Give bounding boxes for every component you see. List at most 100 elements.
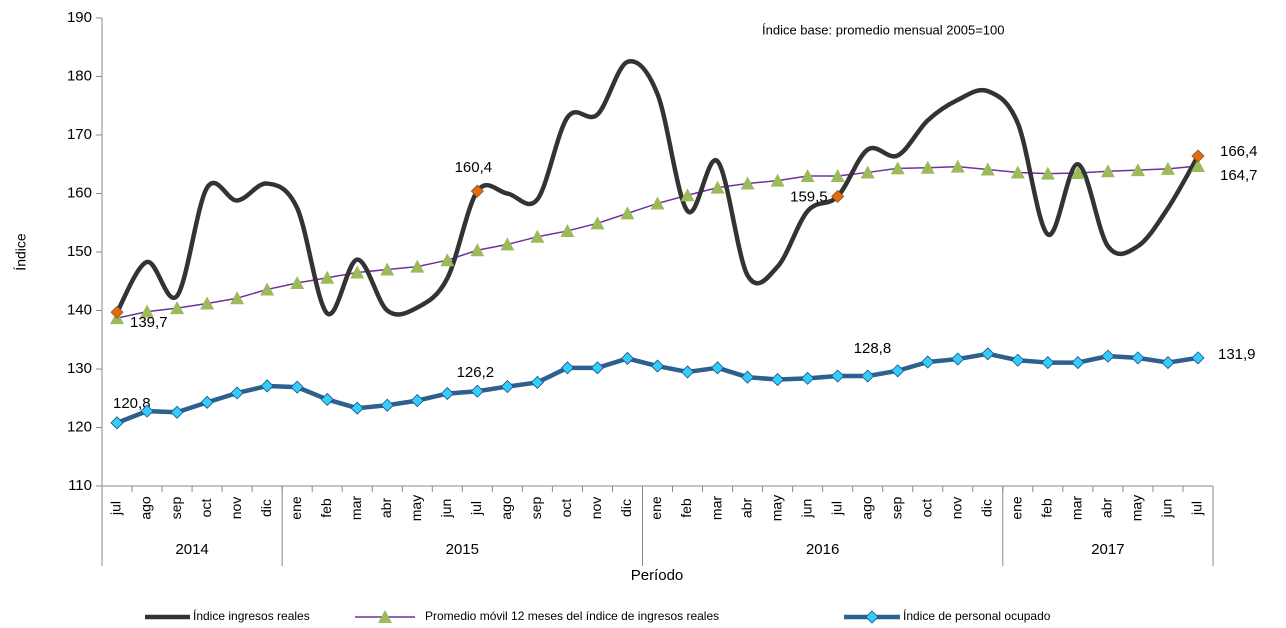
triangle-marker xyxy=(710,180,725,194)
triangle-marker xyxy=(440,253,455,267)
x-tick-label: mar xyxy=(708,496,724,520)
y-tick-label: 150 xyxy=(67,243,92,260)
triangle-marker xyxy=(380,262,395,276)
diamond-marker xyxy=(1011,353,1025,367)
diamond-marker xyxy=(590,361,605,375)
diamond-marker xyxy=(530,375,544,390)
diamond-marker xyxy=(921,355,935,369)
x-tick-label: ago xyxy=(858,496,874,520)
x-tick-label: jun xyxy=(1159,499,1175,519)
annotation: Índice base: promedio mensual 2005=100 xyxy=(762,22,1004,37)
x-tick-label: feb xyxy=(1039,498,1055,518)
diamond-marker xyxy=(891,364,905,378)
data-label: 164,7 xyxy=(1220,167,1258,184)
triangle-marker xyxy=(500,237,515,251)
x-tick-label: ene xyxy=(1009,496,1025,520)
y-tick-label: 110 xyxy=(68,477,92,494)
x-tick-label: nov xyxy=(588,497,604,520)
x-tick-label: oct xyxy=(198,499,214,518)
triangle-marker xyxy=(350,265,365,279)
triangle-marker xyxy=(770,173,785,187)
triangle-marker xyxy=(470,243,485,257)
year-label: 2016 xyxy=(806,541,839,558)
x-tick-label: ago xyxy=(498,496,514,520)
x-tick-label: jun xyxy=(438,499,454,519)
diamond-marker xyxy=(110,416,124,430)
diamond-marker xyxy=(831,189,845,203)
x-axis-label: Período xyxy=(631,567,684,584)
triangle-marker xyxy=(950,159,965,173)
diamond-marker xyxy=(410,394,424,408)
diamond-marker xyxy=(771,372,785,387)
diamond-marker xyxy=(1041,355,1055,370)
diamond-marker xyxy=(951,352,965,366)
diamond-marker xyxy=(801,371,815,385)
x-tick-label: may xyxy=(408,495,424,521)
y-tick-label: 190 xyxy=(67,9,92,26)
diamond-marker xyxy=(470,184,484,198)
y-tick-label: 170 xyxy=(67,126,92,143)
y-tick-label: 130 xyxy=(67,360,92,377)
x-tick-label: jul xyxy=(828,501,844,516)
triangle-marker xyxy=(860,165,875,179)
triangle-marker xyxy=(140,304,155,318)
triangle-marker xyxy=(1190,159,1205,173)
data-label: 128,8 xyxy=(854,340,892,357)
triangle-marker xyxy=(1040,166,1055,180)
diamond-marker xyxy=(831,369,845,383)
triangle-marker xyxy=(590,216,605,230)
diamond-marker xyxy=(620,351,635,366)
triangle-marker xyxy=(650,196,665,210)
x-tick-label: jun xyxy=(798,499,814,519)
diamond-marker xyxy=(260,379,274,393)
x-tick-label: oct xyxy=(918,499,934,518)
data-label: 131,9 xyxy=(1218,346,1256,363)
diamond-marker xyxy=(140,404,154,418)
triangle-marker xyxy=(1010,165,1025,179)
triangle-marker xyxy=(1070,166,1085,180)
triangle-marker xyxy=(170,301,185,315)
x-tick-label: may xyxy=(1129,495,1145,521)
triangle-marker xyxy=(890,161,905,175)
triangle-marker xyxy=(830,168,845,182)
triangle-marker xyxy=(920,160,935,174)
x-tick-label: abr xyxy=(1099,498,1115,519)
triangle-marker xyxy=(410,259,425,273)
x-tick-label: ene xyxy=(288,496,304,520)
triangle-marker xyxy=(530,229,545,243)
diamond-marker xyxy=(470,384,484,398)
diamond-marker xyxy=(1071,355,1085,370)
year-label: 2014 xyxy=(175,541,208,558)
x-tick-label: feb xyxy=(318,498,334,518)
diamond-marker xyxy=(350,401,364,415)
triangle-marker xyxy=(290,276,305,290)
diamond-marker xyxy=(680,365,695,379)
triangle-marker xyxy=(680,188,695,202)
y-tick-label: 180 xyxy=(67,67,92,84)
x-tick-label: may xyxy=(768,495,784,521)
x-tick-label: abr xyxy=(738,498,754,519)
diamond-marker xyxy=(170,405,184,419)
diamond-marker xyxy=(440,387,454,401)
data-label: 139,7 xyxy=(130,314,168,331)
diamond-marker xyxy=(200,395,214,409)
diamond-marker xyxy=(1191,149,1205,163)
x-tick-label: jul xyxy=(1189,501,1205,516)
x-tick-label: sep xyxy=(168,497,184,520)
data-label: 160,4 xyxy=(455,159,493,176)
year-label: 2017 xyxy=(1091,541,1124,558)
triangle-marker xyxy=(378,610,392,623)
diamond-marker xyxy=(741,370,755,384)
triangle-marker xyxy=(320,270,335,284)
y-tick-label: 140 xyxy=(67,301,92,318)
data-label: 166,4 xyxy=(1220,143,1258,160)
diamond-marker xyxy=(320,392,334,406)
x-tick-label: oct xyxy=(558,499,574,518)
x-tick-label: abr xyxy=(378,498,394,519)
diamond-marker xyxy=(865,610,879,624)
triangle-marker xyxy=(980,162,995,176)
y-tick-label: 160 xyxy=(67,184,92,201)
x-tick-label: dic xyxy=(618,499,634,517)
diamond-marker xyxy=(650,359,665,373)
